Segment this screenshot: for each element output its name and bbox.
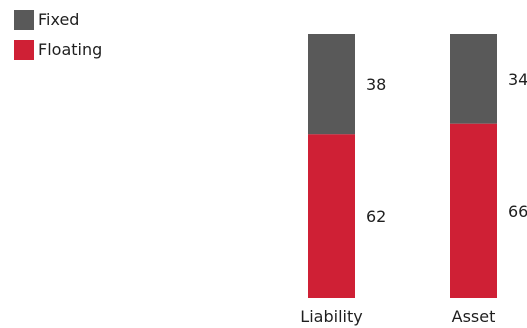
data-label-floating-asset: 66 [508, 202, 527, 221]
category-label-asset: Asset [452, 307, 496, 326]
bar-fixed-asset [450, 34, 497, 124]
legend-label-floating: Floating [38, 40, 103, 59]
legend-swatch-fixed [14, 10, 34, 30]
data-label-floating-liability: 62 [366, 207, 386, 226]
category-label-liability: Liability [300, 307, 362, 326]
bar-floating-liability [308, 134, 355, 298]
data-label-fixed-asset: 34 [508, 70, 527, 89]
legend-item-fixed: Fixed [14, 10, 102, 30]
bar-floating-asset [450, 123, 497, 298]
legend-swatch-floating [14, 40, 34, 60]
legend-item-floating: Floating [14, 40, 102, 60]
legend: Fixed Floating [14, 10, 102, 70]
data-label-fixed-liability: 38 [366, 75, 386, 94]
legend-label-fixed: Fixed [38, 10, 80, 29]
bar-fixed-liability [308, 34, 355, 135]
